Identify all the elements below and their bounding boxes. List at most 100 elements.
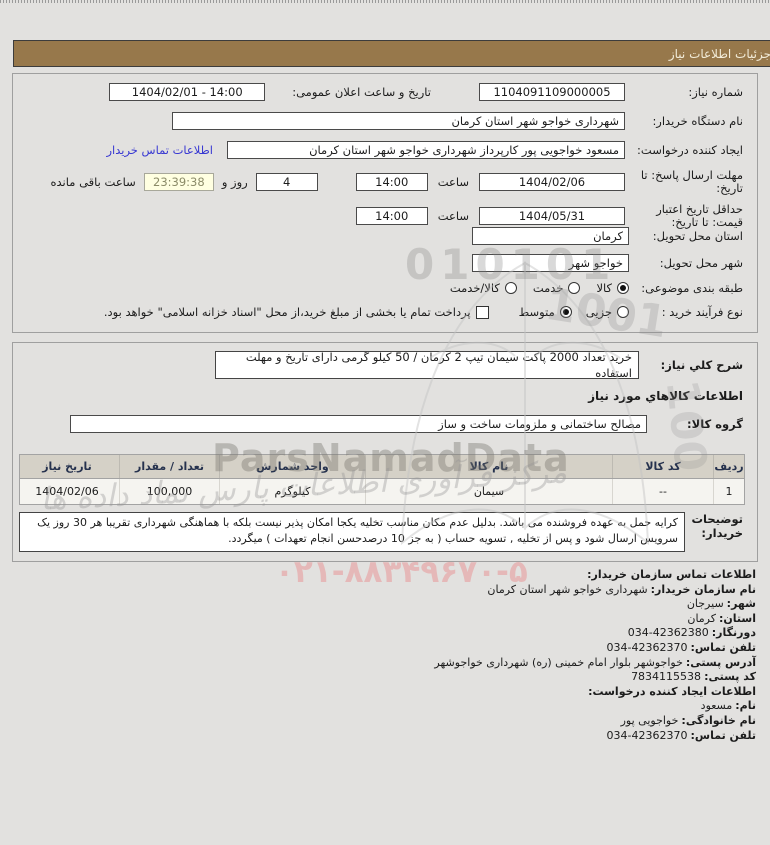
contact-line: استان:کرمان (14, 612, 756, 627)
need-info-panel: شماره نیاز: 1104091109000005 تاریخ و ساع… (12, 73, 758, 333)
request-creator-row: ایجاد کننده درخواست: مسعود خواجویی پور ک… (13, 140, 757, 160)
buyer-notes-row: توضیحات خریدار: کرایه حمل به عهده فروشند… (13, 512, 757, 552)
cell-quantity: 100,000 (119, 479, 219, 504)
contact-value: 42362370-034 (606, 728, 688, 742)
response-deadline-label: مهلت ارسال پاسخ: تا تاریخ: (640, 168, 743, 195)
contact-value: خواجویی پور (620, 713, 679, 727)
contact-label: نام سازمان خریدار: (650, 582, 756, 596)
buyer-contact-link[interactable]: اطلاعات تماس خریدار (106, 143, 213, 157)
contact-label: دورنگار: (711, 626, 756, 640)
radio-service-label: خدمت (532, 281, 564, 295)
table-row: 1 -- سیمان کیلوگرم 100,000 1404/02/06 (20, 479, 744, 504)
validity-hour-label: ساعت (437, 209, 469, 223)
need-number-label: شماره نیاز: (688, 85, 743, 99)
delivery-city-label: شهر محل تحویل: (659, 256, 743, 270)
contact-value: 7834115538 (631, 670, 702, 684)
contact-line: کد پستی:7834115538 (14, 670, 756, 685)
subject-classification-row: طبقه بندی موضوعی: کالا خدمت کالا/خدمت (13, 280, 757, 296)
purchase-process-row: نوع فرآیند خرید : جزیی متوسط پرداخت تمام… (13, 303, 757, 321)
contact-label: تلفن تماس: (690, 728, 756, 742)
cell-goods-name: سیمان (365, 479, 612, 504)
top-dotted-border (0, 0, 770, 3)
delivery-province-row: استان محل تحویل: کرمان (13, 226, 757, 246)
buyer-org-input[interactable]: شهرداری خواجو شهر استان کرمان (172, 112, 625, 130)
deadline-date-input[interactable]: 1404/02/06 (479, 173, 625, 191)
cell-row-number: 1 (713, 479, 744, 504)
request-creator-heading: اطلاعات ایجاد کننده درخواست: (588, 684, 756, 698)
buyer-org-label: نام دستگاه خریدار: (652, 114, 743, 128)
price-validity-label: حداقل تاریخ اعتبار قیمت: تا تاریخ: (656, 202, 743, 229)
validity-time-input[interactable]: 14:00 (355, 207, 428, 225)
request-creator-label: ایجاد کننده درخواست: (637, 143, 743, 157)
deadline-hour-label: ساعت (437, 175, 469, 189)
required-goods-header: اطلاعات کالاهاي مورد نیاز (588, 389, 743, 403)
contact-line: تلفن تماس:42362370-034 (14, 729, 756, 744)
contact-label: نام: (735, 699, 756, 713)
contact-value: خواجوشهر بلوار امام خمینی (ره) شهرداری خ… (434, 655, 683, 669)
radio-service[interactable] (568, 282, 581, 294)
col-row-number: ردیف (713, 455, 744, 478)
countdown-timer: 23:39:38 (143, 173, 214, 191)
contact-label: آدرس پستی: (685, 655, 756, 669)
col-unit: واحد شمارش (219, 455, 365, 478)
contact-line: نام خانوادگی:خواجویی پور (14, 714, 756, 729)
contact-label: تلفن تماس: (690, 640, 756, 654)
need-number-input[interactable]: 1104091109000005 (479, 83, 625, 101)
items-table: ردیف کد کالا نام کالا واحد شمارش تعداد /… (19, 454, 745, 505)
col-goods-code: کد کالا (612, 455, 713, 478)
purchase-process-label: نوع فرآیند خرید : (661, 305, 743, 319)
goods-group-input[interactable]: مصالح ساختمانی و ملزومات ساخت و ساز (70, 415, 647, 433)
goods-group-label: گروه کالا: (687, 417, 743, 431)
goods-group-row: گروه کالا: مصالح ساختمانی و ملزومات ساخت… (13, 414, 757, 434)
contact-label: استان: (719, 611, 756, 625)
radio-medium[interactable] (559, 306, 572, 318)
request-creator-input[interactable]: مسعود خواجویی پور کارپرداز شهرداری خواجو… (227, 141, 625, 159)
radio-goods-service-label: کالا/خدمت (449, 281, 500, 295)
delivery-city-input[interactable]: خواجو شهر (472, 254, 629, 272)
days-remaining-input[interactable]: 4 (255, 173, 318, 191)
radio-goods-service[interactable] (504, 282, 517, 294)
cell-need-date: 1404/02/06 (35, 485, 99, 498)
radio-minor-label: جزیی (585, 305, 612, 319)
delivery-province-input[interactable]: کرمان (472, 227, 629, 245)
contact-label: شهر: (726, 597, 756, 611)
subject-classification-label: طبقه بندی موضوعی: (641, 281, 743, 295)
need-description-row: شرح کلي نیاز: خرید تعداد 2000 پاکت سیمان… (13, 351, 757, 379)
contact-line: تلفن تماس:42362370-034 (14, 641, 756, 656)
buyer-notes-box[interactable]: کرایه حمل به عهده فروشنده می باشد. بدلیل… (19, 512, 685, 552)
cell-unit: کیلوگرم (219, 479, 365, 504)
treasury-payment-label: پرداخت تمام یا بخشی از مبلغ خرید،از محل … (103, 305, 471, 319)
buyer-contact-heading: اطلاعات تماس سازمان خریدار: (587, 568, 756, 581)
buyer-org-row: نام دستگاه خریدار: شهرداری خواجو شهر است… (13, 111, 757, 131)
hours-remaining-label: ساعت باقی مانده (50, 175, 136, 189)
need-number-row: شماره نیاز: 1104091109000005 تاریخ و ساع… (13, 82, 757, 102)
col-goods-name: نام کالا (365, 455, 612, 478)
contact-value: 42362380-034 (627, 626, 709, 640)
radio-goods[interactable] (617, 282, 629, 294)
radio-minor[interactable] (617, 306, 629, 318)
validity-date-input[interactable]: 1404/05/31 (479, 207, 625, 225)
goods-info-panel: شرح کلي نیاز: خرید تعداد 2000 پاکت سیمان… (12, 342, 758, 562)
deadline-time-input[interactable]: 14:00 (355, 173, 428, 191)
contact-line: آدرس پستی:خواجوشهر بلوار امام خمینی (ره)… (14, 656, 756, 671)
contact-line: دورنگار:42362380-034 (14, 626, 756, 641)
contact-value: سیرجان (686, 597, 724, 611)
radio-goods-label: کالا (596, 281, 612, 295)
contact-value: مسعود (700, 699, 733, 713)
delivery-city-row: شهر محل تحویل: خواجو شهر (13, 253, 757, 273)
cell-goods-code: -- (612, 479, 713, 504)
contact-line: شهر:سیرجان (14, 597, 756, 612)
announce-datetime-input[interactable]: 1404/02/01 - 14:00 (109, 83, 266, 101)
treasury-payment-checkbox[interactable] (475, 305, 489, 319)
delivery-province-label: استان محل تحویل: (652, 229, 743, 243)
contact-info-section: اطلاعات تماس سازمان خریدار: نام سازمان خ… (14, 568, 756, 743)
col-quantity: تعداد / مقدار (119, 455, 219, 478)
col-need-date: تاریخ نیاز (42, 460, 92, 473)
page-title: جزئیات اطلاعات نیاز (13, 40, 770, 67)
announce-datetime-label: تاریخ و ساعت اعلان عمومی: (292, 85, 431, 99)
contact-value: 42362370-034 (606, 640, 688, 654)
need-description-box[interactable]: خرید تعداد 2000 پاکت سیمان تیپ 2 کرمان /… (215, 351, 639, 379)
contact-line: نام:مسعود (14, 699, 756, 714)
buyer-notes-label: توضیحات خریدار: (691, 512, 744, 540)
